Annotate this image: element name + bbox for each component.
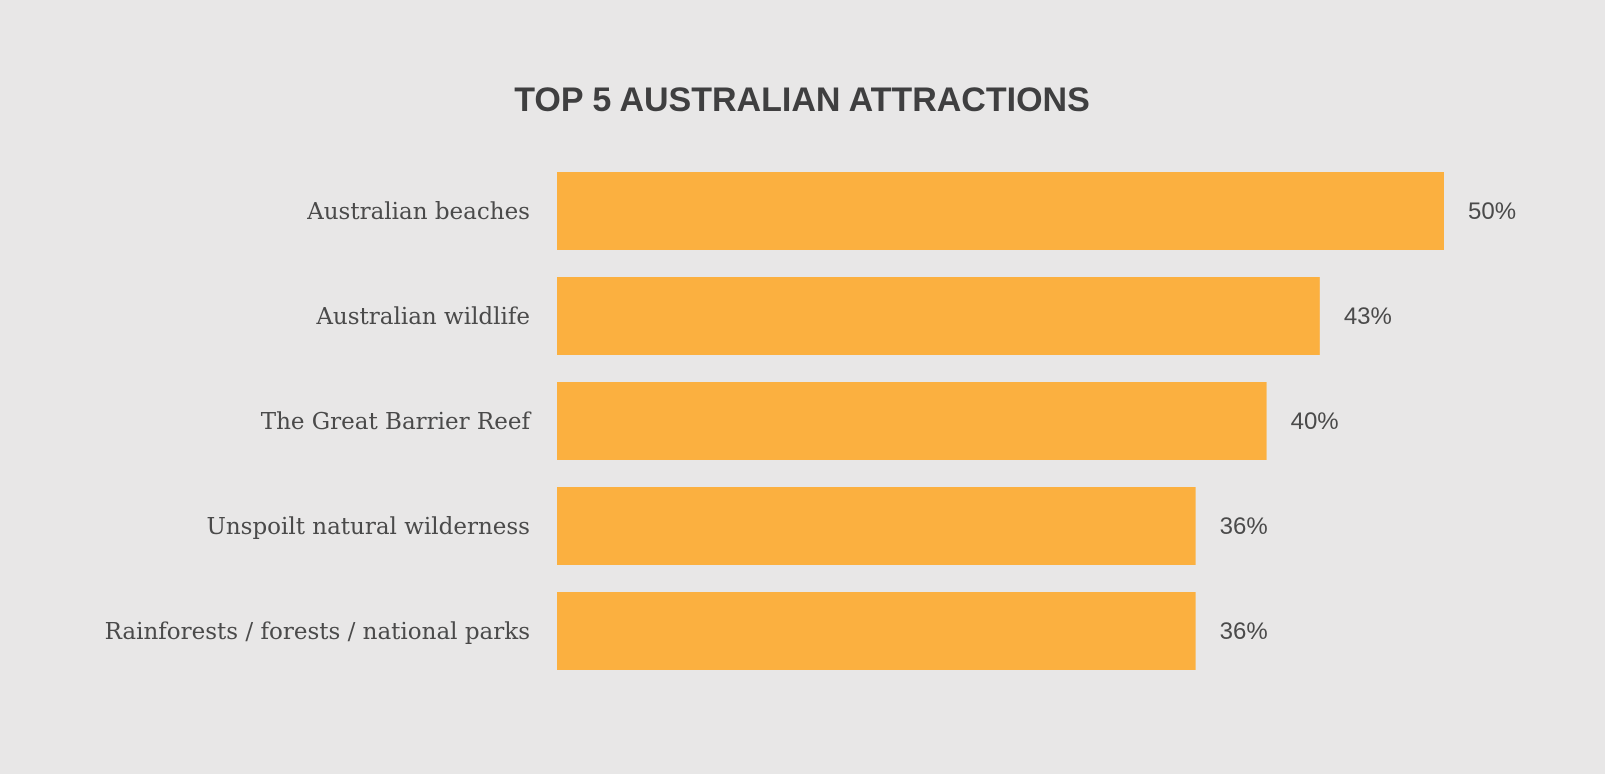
category-label-the-great-barrier-reef: The Great Barrier Reef: [261, 409, 532, 435]
bar-unspoilt-natural-wilderness: [557, 487, 1196, 565]
category-label-australian-beaches: Australian beaches: [306, 199, 530, 225]
bars-group: Australian beaches 50% Australian wildlife…: [105, 172, 1516, 670]
bar-australian-wildlife: [557, 277, 1320, 355]
category-label-rainforests-forests-national-parks: Rainforests / forests / national parks: [105, 619, 530, 645]
value-label-australian-wildlife: 43%: [1344, 303, 1392, 330]
value-label-the-great-barrier-reef: 40%: [1291, 408, 1339, 435]
value-label-australian-beaches: 50%: [1468, 198, 1516, 225]
category-label-unspoilt-natural-wilderness: Unspoilt natural wilderness: [206, 514, 530, 540]
bar-australian-beaches: [557, 172, 1444, 250]
bar-rainforests-forests-national-parks: [557, 592, 1196, 670]
bar-the-great-barrier-reef: [557, 382, 1267, 460]
value-label-unspoilt-natural-wilderness: 36%: [1220, 513, 1268, 540]
category-label-australian-wildlife: Australian wildlife: [315, 304, 530, 330]
chart-title: TOP 5 AUSTRALIAN ATTRACTIONS: [514, 81, 1090, 119]
value-label-rainforests-forests-national-parks: 36%: [1220, 618, 1268, 645]
